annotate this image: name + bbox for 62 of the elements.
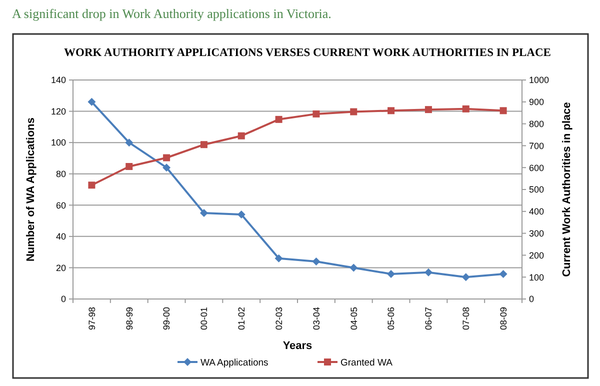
x-axis-title: Years	[282, 340, 312, 352]
y2-tick-label: 500	[529, 184, 544, 195]
y2-tick-label: 100	[529, 272, 544, 282]
x-tick-label: 02-03	[274, 307, 284, 330]
point	[312, 257, 320, 266]
x-tick-label: 06-07	[424, 307, 434, 330]
point	[125, 138, 134, 147]
point	[274, 254, 283, 262]
point	[237, 210, 246, 219]
point	[200, 141, 208, 148]
point	[88, 182, 96, 189]
y2-axis-title: Current Work Authorities in place	[561, 102, 573, 277]
x-tick-label: 00-01	[199, 307, 210, 330]
chart-title: WORK AUTHORITY APPLICATIONS VERSES CURRENT WORK AUTHORITIES IN PLACE	[64, 47, 552, 59]
x-tick-label: 99-00	[162, 307, 172, 330]
y-tick-label: 20	[56, 262, 66, 273]
y-tick-label: 140	[50, 75, 66, 86]
y2-tick-label: 200	[529, 250, 544, 260]
x-tick-label: 97-98	[86, 307, 97, 330]
y2-tick-label: 800	[529, 118, 544, 129]
point	[387, 270, 396, 278]
legend-label: WA Applications	[200, 357, 269, 368]
point	[462, 273, 470, 282]
point	[275, 116, 282, 123]
legend-label: Granted WA	[340, 357, 394, 368]
y2-tick-label: 0	[529, 294, 534, 304]
x-tick-label: 04-05	[348, 307, 359, 330]
point	[126, 163, 133, 170]
y2-tick-label: 900	[529, 97, 544, 108]
y2-tick-label: 300	[529, 228, 544, 238]
point	[499, 270, 508, 278]
y-tick-label: 80	[56, 169, 66, 180]
point	[350, 108, 358, 116]
point	[500, 107, 507, 114]
x-tick-label: 98-99	[124, 307, 134, 330]
point	[238, 132, 245, 140]
point	[162, 164, 171, 172]
x-tick-label: 08-09	[498, 307, 508, 330]
y-tick-label: 60	[56, 200, 66, 210]
point	[163, 154, 170, 162]
y-tick-label: 40	[56, 232, 66, 242]
point	[312, 110, 320, 118]
y-tick-label: 0	[60, 294, 66, 304]
y2-tick-label: 700	[529, 140, 544, 151]
x-tick-label: 05-06	[386, 307, 396, 330]
y-tick-label: 100	[50, 138, 66, 148]
y2-tick-label: 400	[529, 206, 544, 217]
point	[388, 107, 395, 114]
x-tick-label: 01-02	[236, 307, 247, 330]
point	[200, 208, 208, 217]
y-axis-title: Number of WA Applications	[25, 117, 37, 262]
y2-tick-label: 1000	[529, 75, 550, 86]
x-tick-label: 07-08	[461, 307, 472, 330]
point	[424, 106, 432, 114]
point	[424, 268, 432, 276]
chart-subtitle: A significant drop in Work Authority applications in Victoria.	[12, 6, 332, 21]
point	[88, 98, 96, 106]
point	[462, 105, 470, 112]
x-tick-label: 03-04	[311, 307, 322, 330]
y-tick-label: 120	[50, 106, 66, 116]
point	[350, 264, 358, 272]
y2-tick-label: 600	[529, 162, 544, 173]
